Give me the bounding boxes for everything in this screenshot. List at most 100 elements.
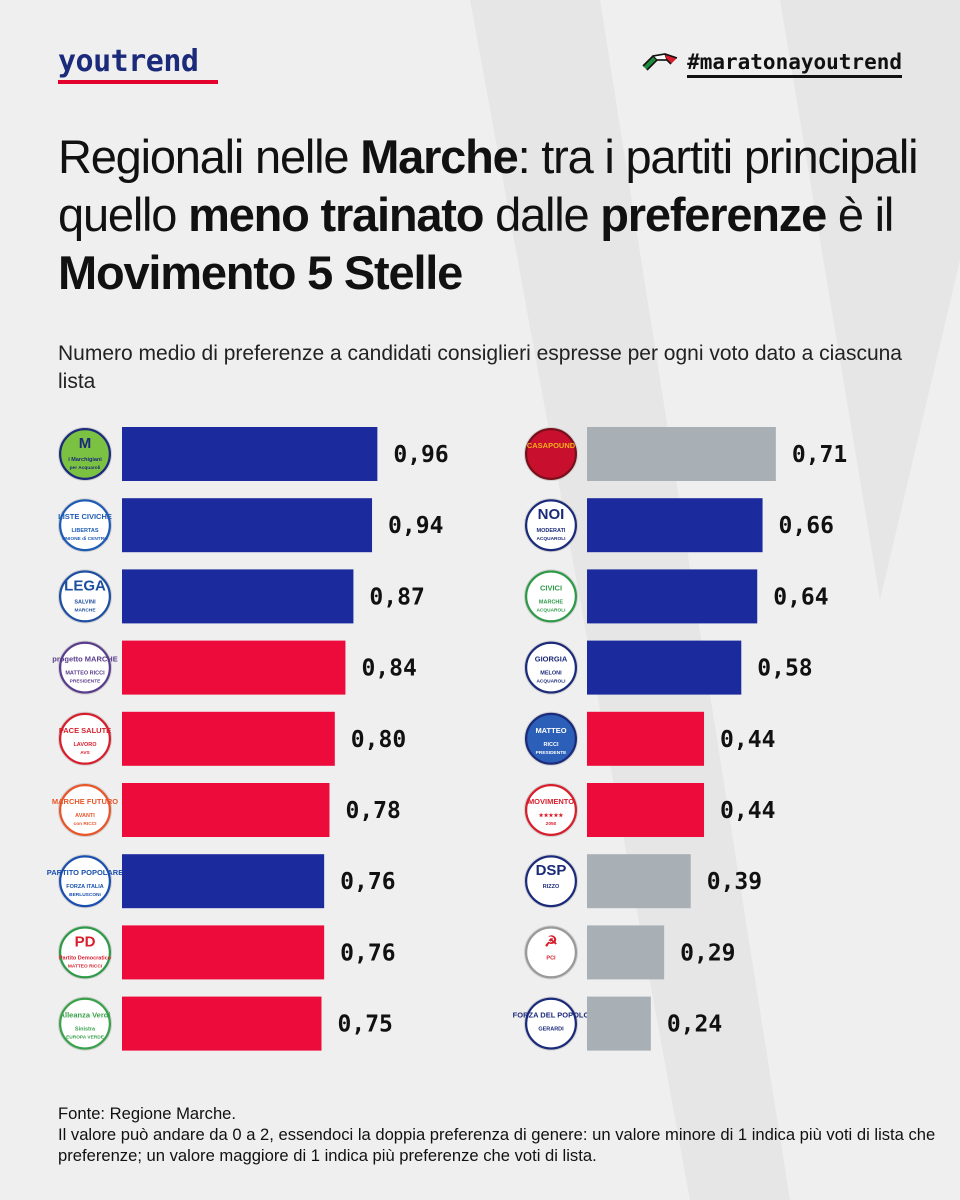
logo-text: LEGA [64, 577, 106, 594]
marchigiani-logo: Mi Marchigiani per Acquaroli [58, 427, 112, 481]
bar-value-label: 0,96 [393, 442, 448, 468]
wolf-logo: CASAPOUND [524, 427, 578, 481]
logo-text: Alleanza Verdi [60, 1011, 111, 1020]
bar-value-label: 0,39 [707, 869, 762, 895]
logo-text: BERLUSCONI [69, 892, 101, 898]
bar [122, 711, 335, 766]
title-part: Regionali nelle [58, 130, 361, 183]
bar [122, 996, 322, 1051]
bar-row: PACE SALUTE LAVORO AVS 0,80 [58, 711, 406, 766]
logo-text: MARCHE FUTURO [52, 797, 118, 806]
logo-text: NOI [538, 506, 565, 523]
bar-row: PARTITO POPOLARE FORZA ITALIA BERLUSCONI 0,… [47, 854, 396, 909]
bar-value-label: 0,71 [792, 442, 847, 468]
bar-value-label: 0,84 [361, 656, 416, 682]
bar-row: MOVIMENTO ★★★★★ 2050 0,44 [524, 783, 775, 837]
bar [122, 640, 346, 695]
logo-text: DSP [536, 862, 567, 879]
bar [122, 854, 325, 909]
logo-text: ACQUAROLI [536, 607, 566, 613]
bar-value-label: 0,66 [779, 513, 834, 539]
title-part: Marche [360, 130, 519, 183]
logo-text: PACE SALUTE [59, 726, 111, 735]
bar-row: FORZA DEL POPOLO GERARDI 0,24 [513, 996, 722, 1051]
logo-text: ACQUAROLI [536, 679, 566, 685]
bar-value-label: 0,64 [773, 584, 828, 610]
bar [587, 569, 758, 624]
brand-underline [58, 80, 218, 84]
bar [122, 569, 354, 624]
bar-row: LEGA SALVINI MARCHE 0,87 [58, 569, 425, 624]
logo-text: PRESIDENTE [70, 679, 101, 685]
bar-row: PD Partito Democratico MATTEO RICCI 0,76 [58, 925, 396, 980]
fratelli-italia-logo: GIORGIA MELONI ACQUAROLI [524, 640, 578, 695]
progetto-marche-logo: progetto MARCHE MATTEO RICCI PRESIDENTE [52, 640, 118, 695]
logo-text: MATTEO RICCI [65, 671, 105, 677]
italian-flag-icon [642, 53, 678, 71]
bar-row: LISTE CIVICHE LIBERTAS UNIONE di CENTRO 0,9… [58, 498, 443, 553]
bar-value-label: 0,87 [369, 584, 424, 610]
logo-text: ACQUAROLI [536, 536, 566, 542]
logo-text: MODERATI [537, 528, 566, 534]
bar [587, 925, 665, 980]
civici-marche-logo: CIVICI MARCHE ACQUAROLI [524, 569, 578, 624]
bar-value-label: 0,75 [338, 1012, 393, 1038]
page-title: Regionali nelle Marche: tra i partiti pr… [58, 128, 928, 302]
bar-value-label: 0,76 [340, 940, 395, 966]
logo-text: ☭ [544, 933, 557, 950]
bar-row: MATTEO RICCI PRESIDENTE 0,44 [524, 711, 775, 766]
bar-row: DSP RIZZO 0,39 [524, 854, 762, 909]
source-note: Fonte: Regione Marche. [58, 1104, 237, 1123]
bar [587, 711, 705, 766]
bar [587, 996, 651, 1051]
logo-text: 2050 [546, 821, 557, 827]
lega-logo: LEGA SALVINI MARCHE [58, 569, 112, 624]
logo-text: PD [75, 933, 96, 950]
logo-text: per Acquaroli [70, 465, 101, 471]
logo-text: MOVIMENTO [528, 797, 574, 806]
logo-text: CIVICI [540, 583, 562, 592]
logo-text: FORZA DEL POPOLO [513, 1011, 590, 1020]
bar [587, 498, 763, 553]
logo-text: Sinistra [75, 1027, 96, 1033]
forza-italia-logo: PARTITO POPOLARE FORZA ITALIA BERLUSCONI [47, 854, 123, 909]
logo-text: progetto MARCHE [52, 655, 117, 664]
bar [122, 427, 378, 481]
logo-text: M [79, 435, 92, 452]
logo-text: RIZZO [543, 884, 560, 890]
bar-value-label: 0,29 [680, 940, 735, 966]
logo-text: PRESIDENTE [536, 750, 567, 756]
logo-text: MATTEO RICCI [68, 963, 103, 969]
title-part: preferenze [600, 188, 827, 241]
bar [122, 498, 373, 553]
logo-text: GERARDI [538, 1027, 564, 1033]
bar-value-label: 0,44 [720, 798, 775, 824]
bar-row: Mi Marchigiani per Acquaroli 0,96 [58, 427, 449, 481]
bar-value-label: 0,78 [345, 798, 400, 824]
logo-text: EUROPA VERDE [66, 1035, 105, 1041]
logo-text: i Marchigiani [68, 457, 102, 463]
logo-text: MATTEO [535, 726, 566, 735]
logo-text: UNIONE di CENTRO [62, 536, 108, 542]
title-part: Movimento 5 Stelle [58, 246, 463, 299]
logo-text: CASAPOUND [527, 441, 576, 450]
logo-text: LIBERTAS [71, 528, 98, 534]
bar-row: CIVICI MARCHE ACQUAROLI 0,64 [524, 569, 829, 624]
logo-text: ★★★★★ [539, 812, 565, 819]
bar [122, 783, 330, 837]
logo-text: AVANTI [75, 813, 95, 819]
title-part: dalle [483, 188, 601, 241]
logo-text: LISTE CIVICHE [58, 512, 112, 521]
dsp-logo: DSP RIZZO [524, 854, 578, 909]
logo-text: SALVINI [74, 599, 96, 605]
bar-row: progetto MARCHE MATTEO RICCI PRESIDENTE 0,8… [52, 640, 417, 695]
bar-row: ☭ PCI 0,29 [524, 925, 736, 980]
explanation-note: Il valore può andare da 0 a 2, essendoci… [58, 1125, 936, 1165]
logo-text: PARTITO POPOLARE [47, 868, 123, 877]
logo-text: LAVORO [73, 742, 97, 748]
logo-text: PCI [546, 955, 556, 961]
bar-value-label: 0,44 [720, 727, 775, 753]
ricci-logo: MATTEO RICCI PRESIDENTE [524, 711, 578, 766]
title-part: meno trainato [188, 188, 484, 241]
bar-row: CASAPOUND 0,71 [524, 427, 847, 481]
